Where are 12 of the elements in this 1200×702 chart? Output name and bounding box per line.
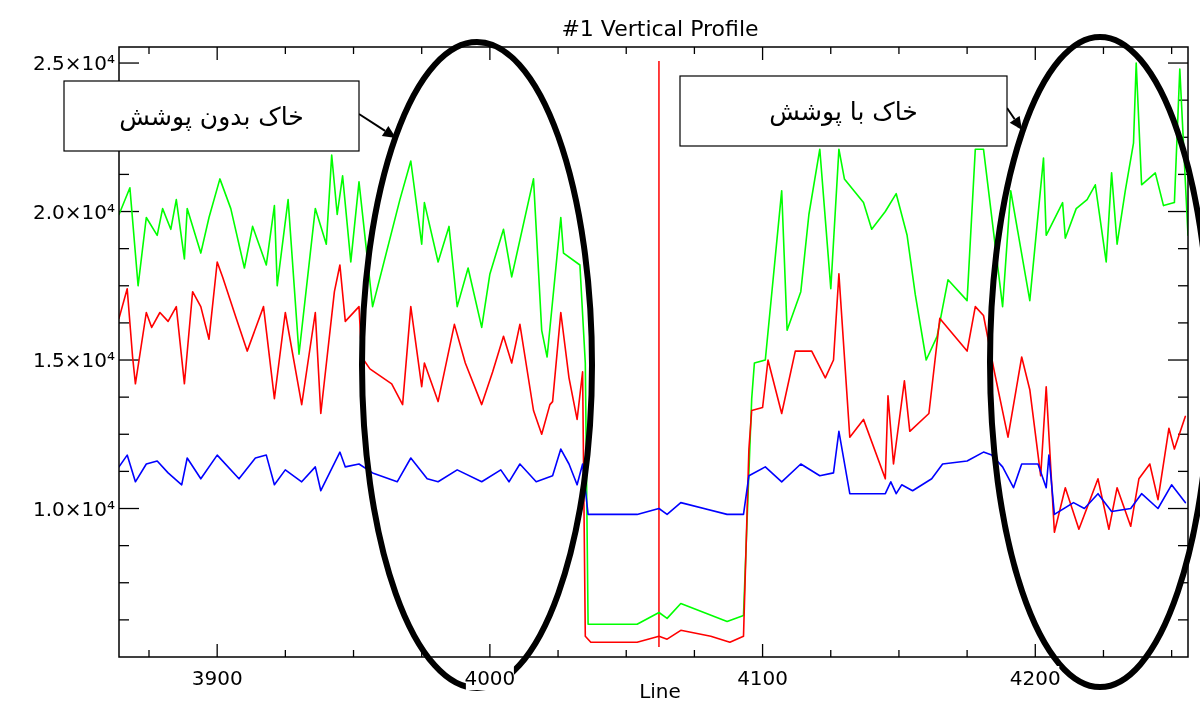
annotation: خاک بدون پوشش [119, 102, 304, 132]
y-tick-label: 2.0×10⁴ [32, 199, 115, 224]
x-tick-label: 4100 [737, 666, 789, 690]
x-tick-label: 3900 [191, 666, 243, 690]
x-axis-title: Line [639, 679, 681, 702]
chart-title: #1 Vertical Profile [561, 16, 759, 41]
x-tick-label: 4000 [464, 666, 516, 690]
y-tick-label: 2.5×10⁴ [32, 51, 115, 76]
x-tick-label: 4200 [1009, 666, 1061, 690]
y-tick-label: 1.5×10⁴ [32, 348, 115, 373]
annotation: خاک با پوشش [769, 97, 918, 126]
y-tick-label: 1.0×10⁴ [32, 496, 115, 521]
